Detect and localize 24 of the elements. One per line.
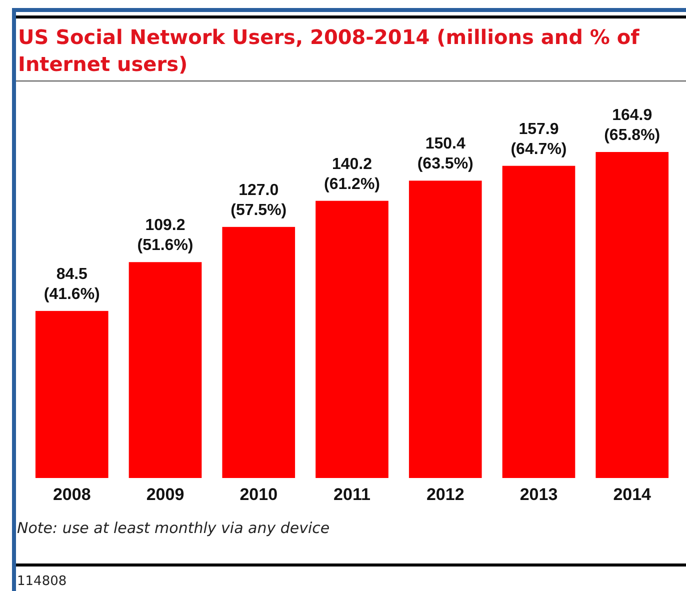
text: Note: use at least monthly via any device: [17, 519, 330, 537]
bar: [35, 310, 108, 478]
data-label: 84.5 (41.6%): [44, 266, 100, 303]
bar: [316, 200, 388, 478]
data-label: 150.4 (63.5%): [417, 136, 474, 173]
data-label: 157.9 (64.7%): [510, 120, 567, 158]
x-tick-label: 2013: [520, 485, 558, 504]
x-tick-label: 2010: [240, 485, 278, 504]
x-tick-label: 2008: [52, 485, 91, 504]
bar: [408, 180, 482, 478]
text: 114808: [17, 574, 67, 589]
bar: [128, 262, 202, 478]
x-tick-label: 2012: [426, 485, 464, 504]
data-label: 109.2 (51.6%): [137, 217, 194, 254]
data-label: 164.9 (65.8%): [604, 107, 660, 144]
data-label: 140.2 (61.2%): [324, 156, 380, 193]
bar: [502, 166, 576, 478]
data-label: 127.0 (57.5%): [230, 182, 287, 219]
bar: [222, 226, 296, 478]
chart-title: US Social Network Users, 2008-2014 (millions and % of Internet users): [18, 25, 640, 76]
bar: [596, 152, 669, 478]
x-tick-label: 2009: [146, 485, 184, 504]
x-tick-label: 2011: [334, 485, 370, 504]
x-tick-label: 2014: [613, 485, 652, 504]
